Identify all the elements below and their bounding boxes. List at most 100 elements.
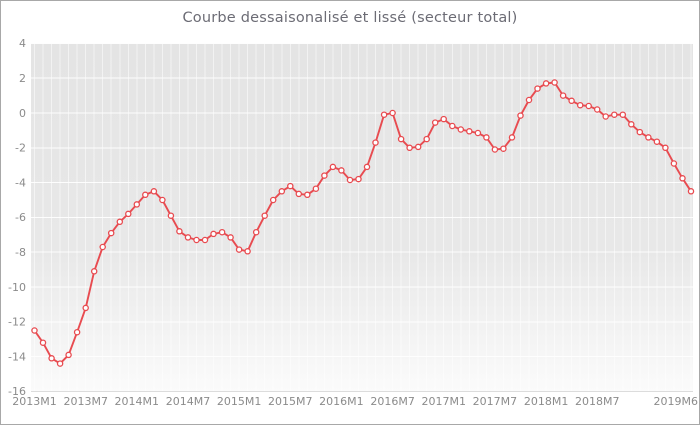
data-point-marker[interactable] [542,80,550,87]
data-point-marker[interactable] [31,327,38,334]
data-point-marker[interactable] [252,228,260,236]
data-point-marker[interactable] [39,339,47,346]
x-tick-label: 2017M7 [473,395,517,408]
data-point-marker[interactable] [466,128,473,135]
data-point-marker[interactable] [235,246,243,253]
data-point-marker[interactable] [423,135,430,143]
x-tick-label: 2015M1 [217,395,261,408]
data-point-marker[interactable] [201,236,209,244]
data-point-marker[interactable] [525,96,533,104]
data-point-marker[interactable] [474,129,482,137]
x-tick-label: 2013M1 [12,395,56,408]
data-point-marker[interactable] [150,188,158,195]
y-tick-label: -2 [15,142,26,155]
data-point-marker[interactable] [457,126,465,133]
data-point-marker[interactable] [483,134,490,141]
data-point-marker[interactable] [116,218,124,226]
data-point-marker[interactable] [431,119,439,126]
data-point-marker[interactable] [355,175,362,183]
data-point-marker[interactable] [687,188,695,195]
y-tick-label: 4 [19,37,26,50]
x-tick-label: 2016M7 [370,395,414,408]
y-tick-label: -8 [15,246,26,259]
data-point-marker[interactable] [679,175,686,182]
data-point-marker[interactable] [508,134,516,141]
data-point-marker[interactable] [636,128,644,136]
data-point-marker[interactable] [159,196,166,204]
data-point-marker[interactable] [619,111,627,118]
y-tick-label: -6 [15,211,26,224]
x-tick-label: 2018M7 [575,395,619,408]
y-tick-label: -14 [8,350,26,363]
x-tick-label: 2014M1 [115,395,159,408]
data-point-marker[interactable] [559,92,567,99]
data-point-marker[interactable] [210,230,217,238]
data-point-marker[interactable] [551,79,558,86]
data-point-marker[interactable] [48,355,55,362]
data-point-marker[interactable] [653,138,661,145]
data-point-marker[interactable] [125,210,132,218]
data-point-marker[interactable] [372,139,379,146]
data-point-marker[interactable] [312,185,320,192]
data-point-marker[interactable] [406,144,413,152]
x-tick-label: 2014M7 [166,395,210,408]
data-point-marker[interactable] [167,212,175,219]
y-tick-label: 2 [19,72,26,85]
data-point-marker[interactable] [269,196,277,204]
data-point-marker[interactable] [73,328,81,336]
y-tick-label: -10 [8,281,26,294]
data-point-marker[interactable] [534,85,541,92]
data-point-marker[interactable] [278,188,286,195]
data-point-marker[interactable] [329,163,337,171]
data-point-marker[interactable] [346,176,354,184]
data-point-marker[interactable] [585,102,592,110]
data-point-marker[interactable] [414,143,422,151]
data-point-marker[interactable] [593,106,601,113]
data-point-marker[interactable] [628,121,635,128]
data-point-marker[interactable] [517,112,524,119]
data-point-marker[interactable] [65,351,72,359]
data-point-marker[interactable] [261,212,268,219]
data-point-marker[interactable] [449,122,456,130]
x-tick-label: 2019M6 [654,395,698,408]
data-point-marker[interactable] [82,304,89,312]
data-point-marker[interactable] [56,360,64,367]
x-tick-label: 2016M1 [319,395,363,408]
data-point-marker[interactable] [602,113,609,120]
data-point-marker[interactable] [287,182,294,190]
data-point-marker[interactable] [184,234,192,241]
data-point-marker[interactable] [568,97,575,105]
chart-title: Courbe dessaisonalisé et lissé (secteur … [182,10,518,26]
data-point-marker[interactable] [611,111,618,118]
data-point-marker[interactable] [90,268,98,275]
data-point-marker[interactable] [304,191,311,199]
data-point-marker[interactable] [295,190,303,198]
y-tick-label: -12 [8,316,26,329]
data-point-marker[interactable] [491,146,499,153]
y-tick-label: -16 [8,385,26,398]
data-point-marker[interactable] [321,172,328,179]
data-point-marker[interactable] [142,191,149,199]
data-point-marker[interactable] [645,134,652,141]
data-point-marker[interactable] [363,163,371,171]
data-point-marker[interactable] [662,144,669,152]
x-tick-label: 2015M7 [268,395,312,408]
data-point-marker[interactable] [440,115,447,123]
data-point-marker[interactable] [99,243,106,251]
data-point-marker[interactable] [389,109,396,117]
data-point-marker[interactable] [576,101,584,109]
data-point-marker[interactable] [107,229,115,237]
data-point-marker[interactable] [397,135,405,143]
y-tick-label: -4 [15,176,26,189]
data-point-marker[interactable] [670,160,678,167]
data-point-marker[interactable] [244,248,251,255]
data-point-marker[interactable] [227,234,234,241]
data-point-marker[interactable] [218,228,226,236]
data-point-marker[interactable] [338,167,345,174]
data-point-marker[interactable] [133,201,141,208]
data-point-marker[interactable] [380,111,388,118]
data-point-marker[interactable] [176,228,183,235]
data-point-marker[interactable] [500,145,507,152]
data-point-marker[interactable] [193,236,200,244]
